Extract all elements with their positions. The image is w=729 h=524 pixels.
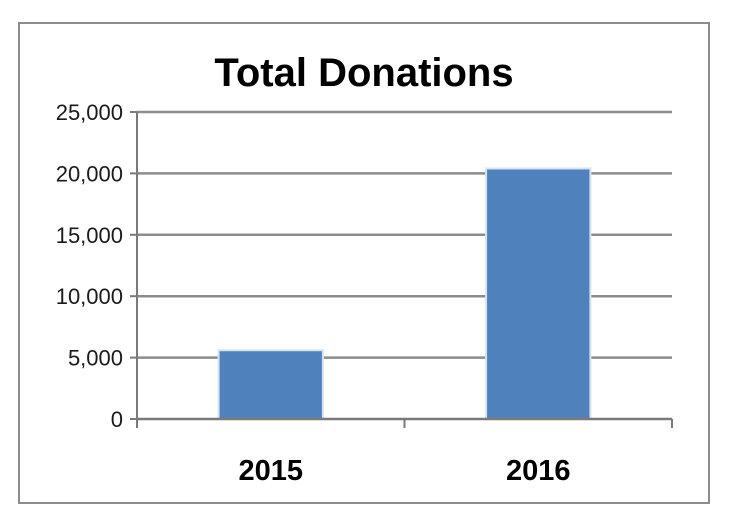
- bars: [217, 167, 592, 420]
- chart-title: Total Donations: [214, 51, 513, 95]
- y-tick-label: 15,000: [56, 223, 123, 248]
- x-category-label: 2016: [506, 455, 571, 487]
- y-tick-label: 10,000: [56, 284, 123, 309]
- bar-2015: [217, 349, 324, 420]
- axes: [130, 111, 673, 428]
- y-tick-label: 25,000: [56, 100, 123, 125]
- bar-2016: [485, 167, 592, 420]
- y-tick-label: 5,000: [68, 346, 123, 371]
- x-category-label: 2015: [238, 455, 303, 487]
- y-tick-label: 20,000: [56, 161, 123, 186]
- x-category-labels: 2015 2016: [238, 455, 570, 487]
- y-tick-label: 0: [111, 407, 123, 432]
- y-tick-labels: 0 5,000 10,000 15,000 20,000 25,000: [56, 100, 123, 432]
- chart-frame: [18, 22, 710, 504]
- gridlines: [137, 110, 672, 359]
